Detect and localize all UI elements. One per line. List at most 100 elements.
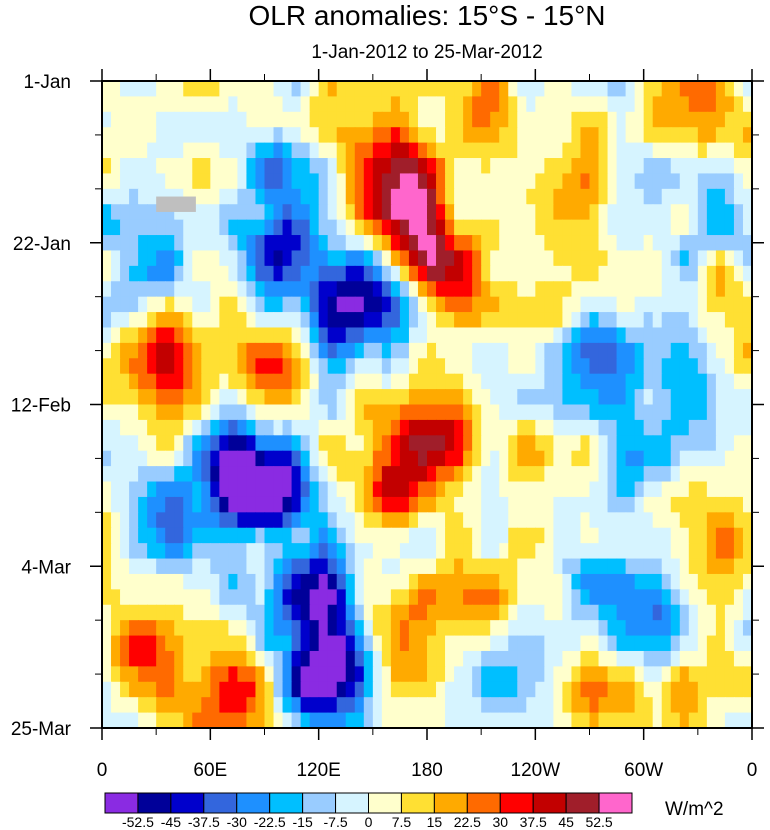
- heatmap-cell: [363, 250, 374, 267]
- heatmap-cell: [526, 111, 536, 128]
- heatmap-cell: [742, 127, 753, 144]
- heatmap-cell: [219, 188, 229, 205]
- heatmap-cell: [535, 312, 545, 329]
- heatmap-cell: [120, 543, 130, 560]
- heatmap-cell: [724, 604, 735, 621]
- heatmap-cell: [102, 697, 112, 714]
- heatmap-cell: [147, 558, 157, 575]
- heatmap-cell: [282, 358, 293, 375]
- heatmap-cell: [670, 142, 681, 159]
- heatmap-cell: [381, 250, 392, 267]
- heatmap-cell: [445, 450, 455, 467]
- heatmap-cell: [598, 204, 609, 221]
- heatmap-cell: [300, 635, 311, 652]
- heatmap-cell: [490, 666, 500, 683]
- heatmap-cell: [201, 450, 211, 467]
- heatmap-cell: [273, 312, 284, 329]
- heatmap-cell: [697, 373, 708, 390]
- heatmap-cell: [309, 543, 320, 560]
- heatmap-cell: [102, 235, 112, 252]
- heatmap-cell: [336, 235, 347, 252]
- heatmap-cell: [201, 265, 211, 282]
- heatmap-cell: [679, 635, 690, 652]
- heatmap-cell: [201, 327, 211, 344]
- heatmap-cell: [742, 450, 753, 467]
- heatmap-cell: [372, 450, 383, 467]
- heatmap-cell: [318, 188, 329, 205]
- heatmap-cell: [526, 327, 536, 344]
- heatmap-cell: [300, 404, 311, 421]
- heatmap-cell: [129, 681, 139, 698]
- heatmap-cell: [679, 342, 690, 359]
- heatmap-cell: [679, 666, 690, 683]
- heatmap-cell: [255, 127, 266, 144]
- heatmap-cell: [273, 573, 284, 590]
- heatmap-cell: [264, 142, 275, 159]
- heatmap-cell: [102, 219, 112, 236]
- heatmap-cell: [255, 265, 266, 282]
- heatmap-cell: [427, 312, 437, 329]
- heatmap-cell: [598, 81, 609, 98]
- heatmap-cell: [670, 650, 681, 667]
- heatmap-cell: [544, 527, 554, 544]
- heatmap-cell: [625, 527, 636, 544]
- heatmap-cell: [120, 111, 130, 128]
- heatmap-cell: [706, 373, 717, 390]
- heatmap-cell: [706, 620, 717, 637]
- heatmap-cell: [408, 327, 419, 344]
- heatmap-cell: [526, 173, 536, 190]
- heatmap-cell: [652, 265, 663, 282]
- heatmap-cell: [445, 466, 455, 483]
- heatmap-cell: [399, 527, 410, 544]
- heatmap-cell: [661, 250, 672, 267]
- heatmap-cell: [408, 142, 419, 159]
- heatmap-cell: [354, 589, 365, 606]
- heatmap-cell: [436, 342, 446, 359]
- heatmap-cell: [237, 127, 248, 144]
- heatmap-cell: [309, 265, 320, 282]
- heatmap-cell: [318, 358, 329, 375]
- heatmap-cell: [390, 81, 401, 98]
- heatmap-cell: [454, 527, 464, 544]
- heatmap-cell: [580, 573, 591, 590]
- heatmap-cell: [210, 589, 220, 606]
- heatmap-cell: [553, 142, 564, 159]
- heatmap-cell: [553, 697, 564, 714]
- heatmap-cell: [544, 158, 554, 175]
- heatmap-cell: [219, 173, 229, 190]
- heatmap-cell: [697, 358, 708, 375]
- heatmap-cell: [445, 573, 455, 590]
- heatmap-cell: [192, 558, 202, 575]
- heatmap-cell: [291, 204, 302, 221]
- heatmap-cell: [679, 389, 690, 406]
- heatmap-cell: [372, 127, 383, 144]
- heatmap-cell: [706, 635, 717, 652]
- heatmap-cell: [390, 527, 401, 544]
- heatmap-cell: [255, 358, 266, 375]
- heatmap-cell: [742, 681, 753, 698]
- heatmap-cell: [345, 96, 356, 113]
- heatmap-cell: [634, 281, 645, 298]
- heatmap-cell: [445, 188, 455, 205]
- heatmap-cell: [643, 250, 654, 267]
- heatmap-cell: [282, 481, 293, 498]
- colorbar-swatch: [400, 792, 435, 814]
- heatmap-cell: [129, 342, 139, 359]
- heatmap-cell: [282, 466, 293, 483]
- heatmap-cell: [445, 558, 455, 575]
- heatmap-cell: [517, 543, 527, 560]
- heatmap-cell: [309, 650, 320, 667]
- heatmap-cell: [165, 158, 175, 175]
- heatmap-cell: [345, 204, 356, 221]
- heatmap-cell: [372, 419, 383, 436]
- heatmap-cell: [580, 543, 591, 560]
- heatmap-cell: [427, 512, 437, 529]
- heatmap-cell: [535, 96, 545, 113]
- heatmap-cell: [147, 327, 157, 344]
- heatmap-cell: [129, 589, 139, 606]
- heatmap-cell: [535, 111, 545, 128]
- heatmap-cell: [219, 543, 229, 560]
- heatmap-cell: [580, 342, 591, 359]
- heatmap-cell: [499, 327, 509, 344]
- heatmap-cell: [282, 219, 293, 236]
